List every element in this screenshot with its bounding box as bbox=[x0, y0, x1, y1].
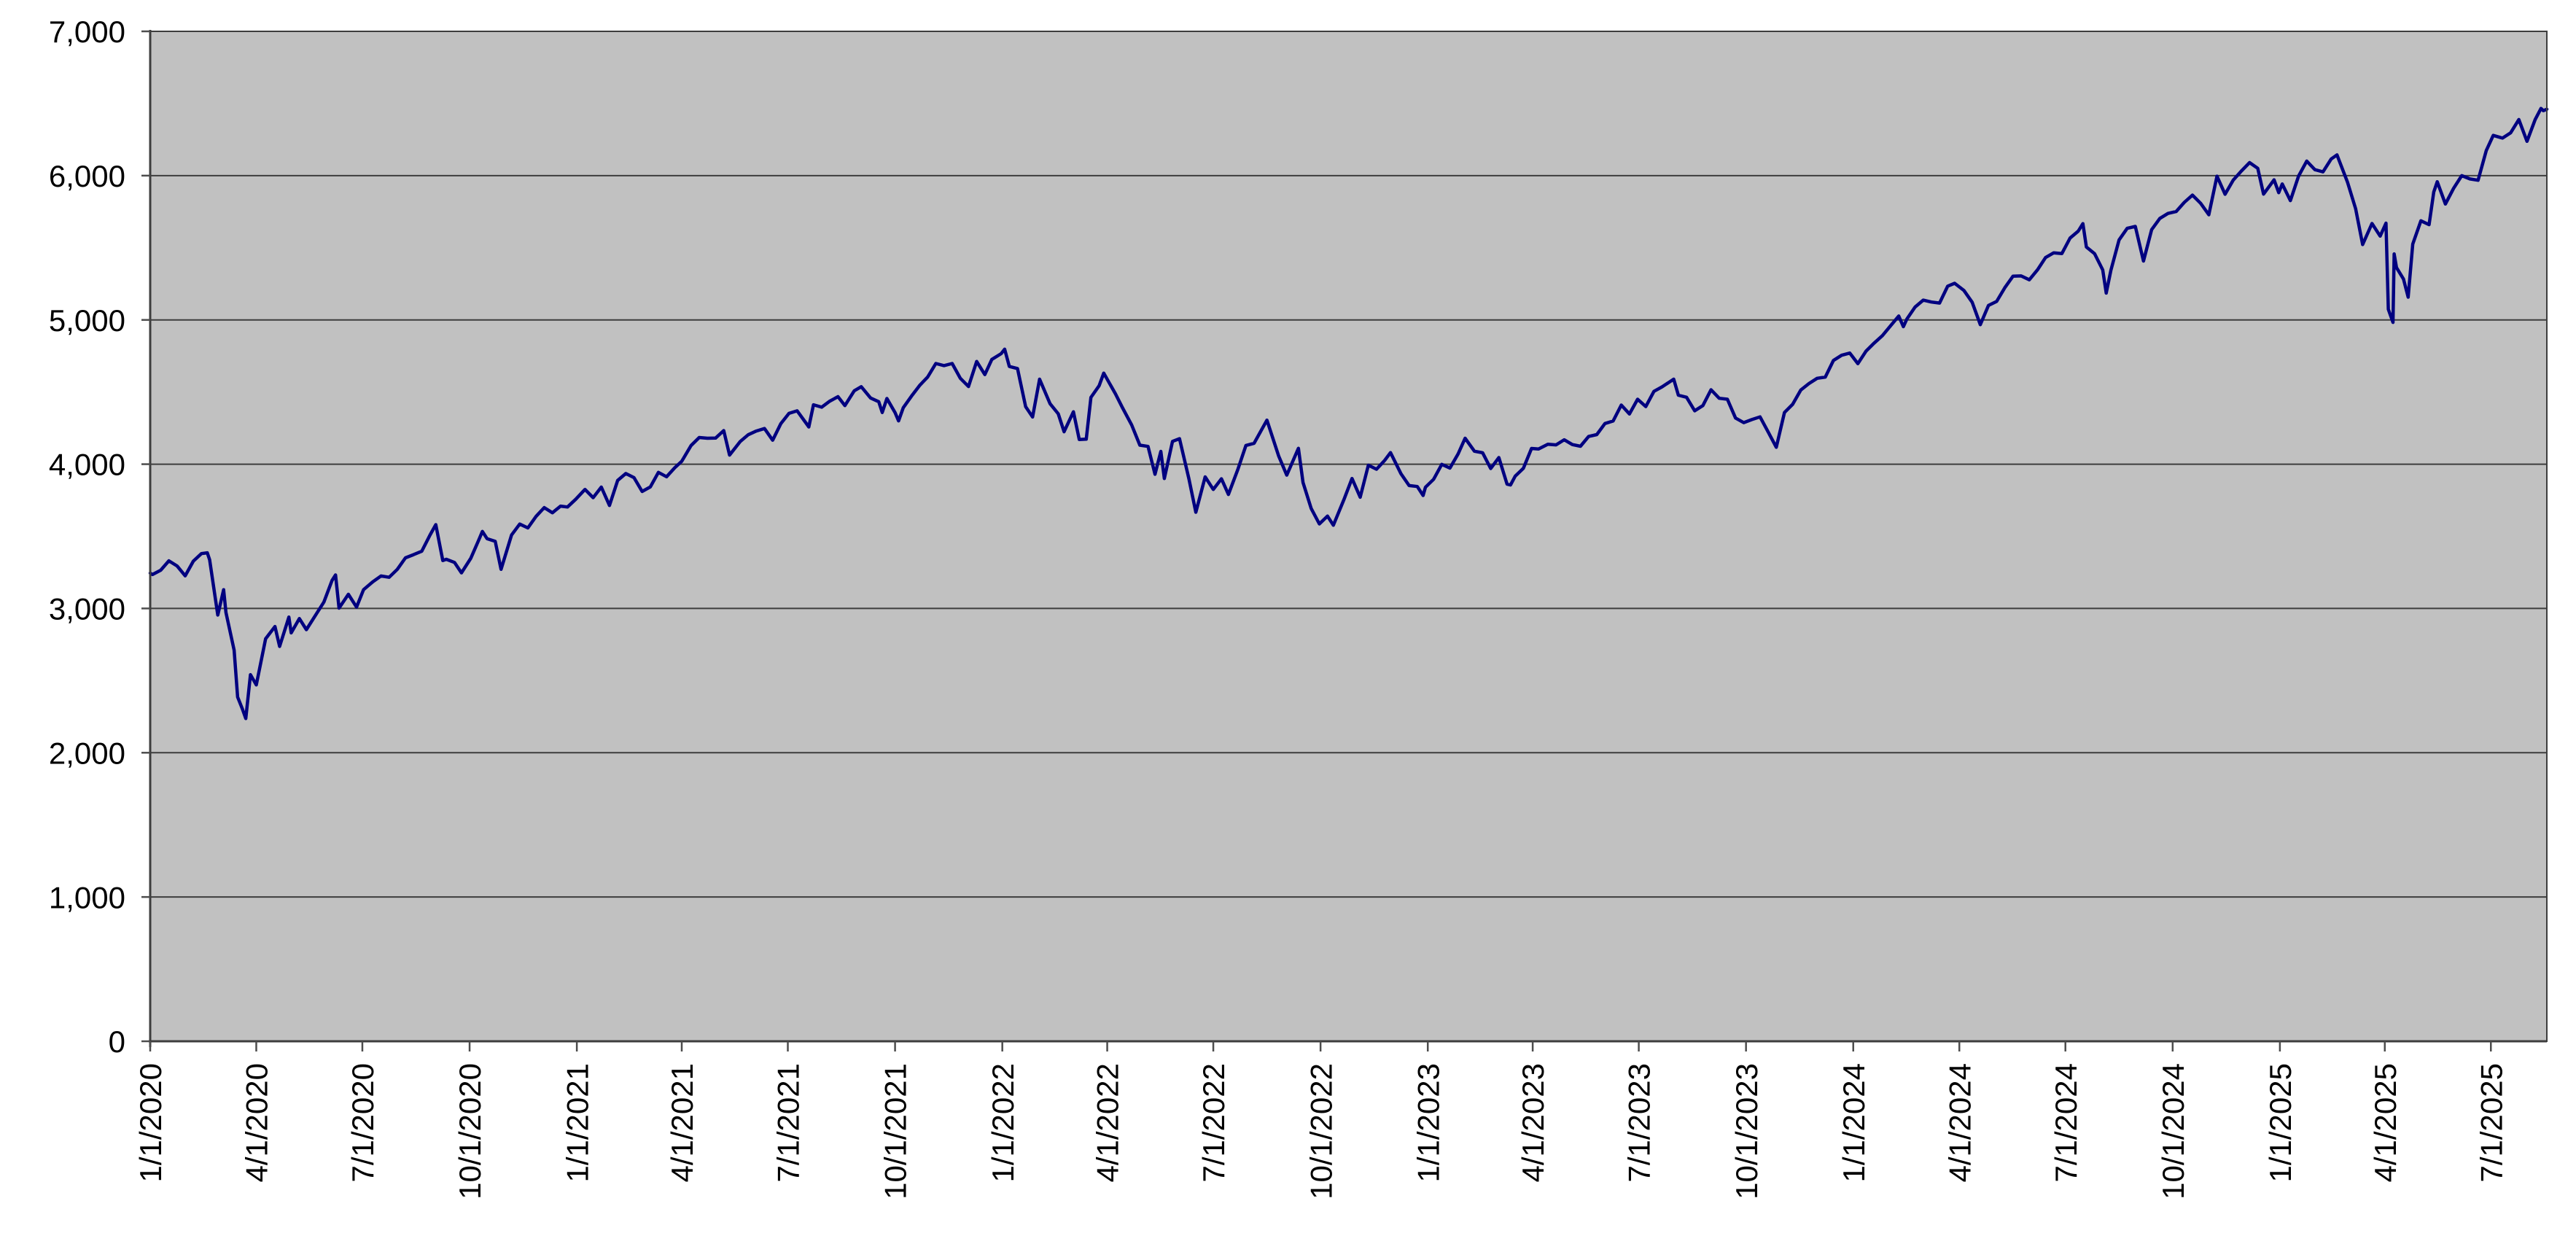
x-tick-label: 4/1/2022 bbox=[1091, 1063, 1125, 1183]
x-tick-label: 10/1/2020 bbox=[453, 1063, 487, 1199]
x-tick-label: 1/1/2022 bbox=[986, 1063, 1020, 1183]
y-tick-label: 1,000 bbox=[49, 880, 125, 914]
x-tick-label: 1/1/2023 bbox=[1411, 1063, 1445, 1183]
y-tick-label: 2,000 bbox=[49, 736, 125, 770]
x-tick-label: 7/1/2023 bbox=[1622, 1063, 1657, 1183]
x-tick-label: 4/1/2025 bbox=[2368, 1063, 2402, 1183]
x-tick-label: 7/1/2021 bbox=[771, 1063, 806, 1183]
y-tick-label: 3,000 bbox=[49, 592, 125, 626]
plot-area bbox=[150, 31, 2547, 1041]
x-tick-label: 7/1/2022 bbox=[1196, 1063, 1231, 1183]
x-tick-label: 1/1/2021 bbox=[560, 1063, 594, 1183]
x-tick-label: 7/1/2020 bbox=[346, 1063, 380, 1183]
x-tick-label: 10/1/2023 bbox=[1729, 1063, 1764, 1199]
y-tick-label: 4,000 bbox=[49, 448, 125, 482]
x-tick-label: 1/1/2024 bbox=[1837, 1063, 1871, 1183]
y-tick-label: 5,000 bbox=[49, 303, 125, 338]
x-tick-label: 10/1/2022 bbox=[1304, 1063, 1338, 1199]
x-tick-label: 4/1/2023 bbox=[1516, 1063, 1550, 1183]
x-tick-label: 4/1/2020 bbox=[240, 1063, 274, 1183]
x-tick-label: 1/1/2020 bbox=[133, 1063, 168, 1183]
x-tick-label: 7/1/2025 bbox=[2474, 1063, 2508, 1183]
series-line bbox=[148, 106, 2549, 720]
y-tick-label: 0 bbox=[109, 1024, 125, 1059]
x-tick-label: 10/1/2021 bbox=[879, 1063, 913, 1199]
y-tick-label: 6,000 bbox=[49, 159, 125, 193]
x-tick-label: 4/1/2021 bbox=[665, 1063, 699, 1183]
y-tick-label: 7,000 bbox=[49, 15, 125, 49]
x-tick-label: 4/1/2024 bbox=[1942, 1063, 1977, 1183]
x-tick-label: 1/1/2025 bbox=[2263, 1063, 2297, 1183]
x-tick-label: 10/1/2024 bbox=[2156, 1063, 2190, 1199]
x-tick-label: 7/1/2024 bbox=[2049, 1063, 2083, 1183]
